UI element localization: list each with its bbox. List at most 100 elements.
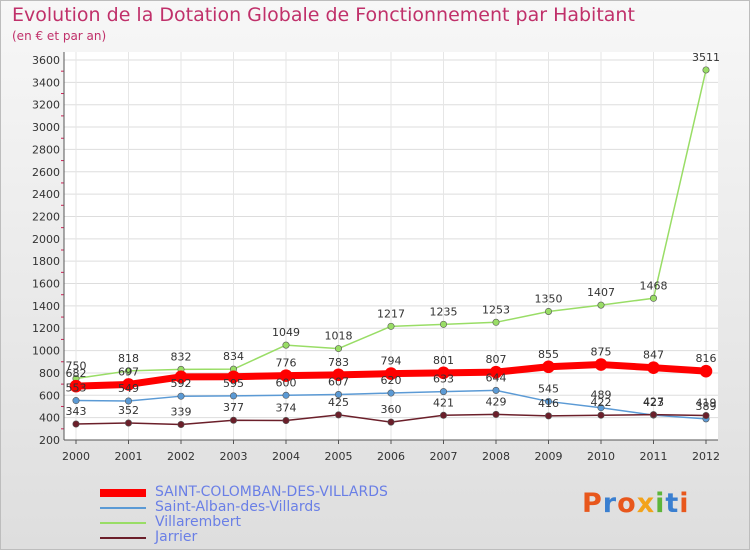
data-point [597, 404, 605, 412]
y-tick-label: 2600 [32, 166, 60, 179]
y-tick-label: 1400 [32, 300, 60, 313]
data-label: 682 [66, 367, 87, 380]
data-point [334, 345, 342, 353]
data-label: 875 [591, 346, 612, 359]
data-label: 427 [643, 396, 664, 409]
x-tick-label: 2009 [535, 450, 563, 463]
data-point [72, 420, 80, 428]
data-point [122, 378, 135, 391]
data-point [594, 358, 608, 371]
data-label: 697 [118, 365, 139, 378]
data-label: 429 [486, 395, 507, 408]
legend-label: Saint-Alban-des-Villards [155, 499, 321, 515]
data-label: 595 [223, 377, 244, 390]
data-label: 1235 [430, 305, 458, 318]
data-label: 834 [223, 350, 244, 363]
y-tick-label: 1800 [32, 255, 60, 268]
data-point [334, 411, 342, 419]
series-saint-alban-des-villards [72, 386, 710, 423]
data-label: 633 [433, 373, 454, 386]
data-label: 620 [381, 374, 402, 387]
data-label: 1049 [272, 326, 300, 339]
series-villarembert [72, 66, 710, 383]
y-tick-label: 200 [39, 434, 60, 447]
data-point [544, 412, 552, 420]
y-tick-label: 2800 [32, 143, 60, 156]
data-point [437, 366, 450, 380]
data-label: 832 [171, 350, 192, 363]
data-label: 389 [696, 400, 717, 413]
data-point [489, 365, 503, 379]
data-label: 1018 [325, 330, 353, 343]
data-point [282, 341, 290, 349]
data-point [387, 322, 395, 330]
data-point [387, 418, 395, 426]
data-label: 374 [276, 402, 297, 415]
data-point [384, 367, 398, 380]
data-label: 422 [591, 396, 612, 409]
legend-swatch [100, 537, 146, 539]
data-point [387, 389, 395, 397]
legend-label: Villarembert [155, 514, 241, 530]
data-point [492, 318, 500, 326]
y-tick-label: 400 [39, 412, 60, 425]
logo-letter: r [602, 488, 618, 519]
data-point [439, 388, 447, 396]
legend-swatch [100, 489, 146, 497]
x-tick-label: 2003 [220, 450, 248, 463]
series-saint-colomban-des-villards [69, 358, 713, 393]
y-tick-label: 1000 [32, 345, 60, 358]
data-point [227, 370, 240, 384]
legend-label: SAINT-COLOMBAN-DES-VILLARDS [155, 484, 388, 500]
y-tick-label: 1200 [32, 322, 60, 335]
line-chart: 200 400 600 800 1000 1200 1400 1600 1800 2000 2200… [32, 51, 720, 463]
data-label: 1468 [640, 279, 668, 292]
data-label: 801 [433, 354, 454, 367]
data-label: 549 [118, 382, 139, 395]
data-label: 1217 [377, 307, 405, 320]
data-point [125, 397, 133, 405]
data-point [597, 411, 605, 419]
data-point [334, 391, 342, 399]
logo-letter: i [679, 488, 690, 519]
data-label: 553 [66, 382, 87, 395]
data-point [125, 367, 133, 375]
x-tick-label: 2000 [62, 450, 90, 463]
data-point [332, 368, 345, 382]
x-tick-label: 2008 [482, 450, 510, 463]
data-point [649, 411, 657, 419]
data-point [544, 397, 552, 405]
data-point [647, 361, 660, 374]
y-tick-label: 3400 [32, 76, 60, 89]
data-label: 419 [696, 397, 717, 410]
x-tick-label: 2001 [115, 450, 143, 463]
legend-label: Jarrier [155, 529, 198, 545]
data-label: 644 [486, 371, 507, 384]
data-label: 607 [328, 376, 349, 389]
data-label: 592 [171, 377, 192, 390]
x-tick-label: 2012 [692, 450, 720, 463]
data-point [492, 386, 500, 394]
y-tick-label: 3200 [32, 99, 60, 112]
data-point [699, 364, 713, 378]
data-label: 421 [433, 396, 454, 409]
data-label: 1253 [482, 303, 510, 316]
data-point [125, 419, 133, 427]
data-label: 339 [171, 405, 192, 418]
data-label: 818 [118, 352, 139, 365]
logo-letter: t [665, 488, 680, 519]
data-point [177, 392, 185, 400]
data-label: 343 [66, 405, 87, 418]
data-label: 750 [66, 360, 87, 373]
data-label: 794 [381, 355, 402, 368]
data-point [279, 369, 293, 382]
y-tick-label: 2000 [32, 233, 60, 246]
data-label: 416 [538, 397, 559, 410]
legend-swatch [100, 522, 146, 524]
data-point [544, 307, 552, 315]
data-label: 807 [486, 353, 507, 366]
y-tick-label: 1600 [32, 278, 60, 291]
data-label: 360 [381, 403, 402, 416]
data-label: 776 [276, 357, 297, 370]
data-label: 352 [118, 404, 139, 417]
